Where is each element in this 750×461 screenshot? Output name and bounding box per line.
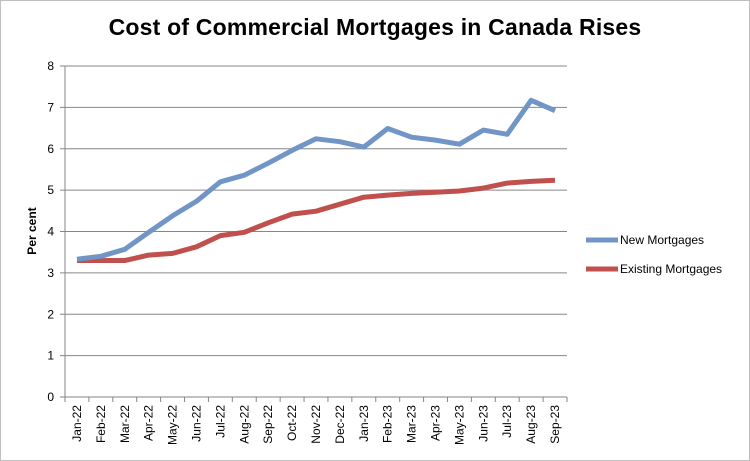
- x-tick-label: May-22: [166, 405, 180, 445]
- gridlines: [65, 65, 567, 357]
- x-tick-label: Jul-23: [500, 405, 514, 438]
- y-tick-label: 5: [47, 183, 54, 197]
- x-tick-label: Apr-23: [429, 405, 443, 441]
- x-tick-label: Mar-23: [405, 405, 419, 443]
- legend: New Mortgages Existing Mortgages: [586, 233, 722, 276]
- y-tick-label: 8: [47, 59, 54, 73]
- y-tick-label: 6: [47, 142, 54, 156]
- x-tick-label: May-23: [452, 405, 466, 445]
- y-tick-label: 7: [47, 100, 54, 114]
- x-tick-label: Mar-22: [118, 405, 132, 443]
- x-tick-label: Feb-23: [381, 405, 395, 443]
- y-tick-label: 3: [47, 266, 54, 280]
- x-tick-label: Jul-22: [213, 405, 227, 438]
- series-lines: [76, 97, 556, 263]
- x-tick-label: Apr-22: [142, 405, 156, 441]
- x-tick-label: Aug-23: [524, 405, 538, 444]
- y-axis-ticks: 0 1 2 3 4 5 6 7 8: [47, 59, 65, 404]
- y-tick-label: 1: [47, 349, 54, 363]
- series-line-new-mortgages: [76, 97, 556, 262]
- x-tick-label: Jun-22: [189, 405, 203, 442]
- y-tick-label: 2: [47, 307, 54, 321]
- x-tick-label: Dec-22: [333, 405, 347, 444]
- x-tick-label: Feb-22: [94, 405, 108, 443]
- x-tick-label: Sep-23: [548, 405, 562, 444]
- x-tick-label: Jun-23: [476, 405, 490, 442]
- legend-label: New Mortgages: [620, 233, 704, 247]
- x-axis-ticks: Jan-22 Feb-22 Mar-22 Apr-22 May-22 Jun-22 Jul-…: [64, 397, 568, 445]
- x-tick-label: Nov-22: [309, 405, 323, 444]
- y-tick-label: 0: [47, 390, 54, 404]
- chart-title: Cost of Commercial Mortgages in Canada R…: [108, 14, 642, 40]
- y-tick-label: 4: [47, 225, 54, 239]
- x-tick-label: Aug-22: [237, 405, 251, 444]
- x-tick-label: Sep-22: [261, 405, 275, 444]
- legend-label: Existing Mortgages: [620, 262, 722, 276]
- x-tick-label: Jan-22: [70, 405, 84, 442]
- x-tick-label: Jan-23: [357, 405, 371, 442]
- series-line-existing-mortgages: [77, 177, 556, 263]
- x-tick-label: Oct-22: [285, 405, 299, 441]
- y-axis-title: Per cent: [25, 207, 39, 254]
